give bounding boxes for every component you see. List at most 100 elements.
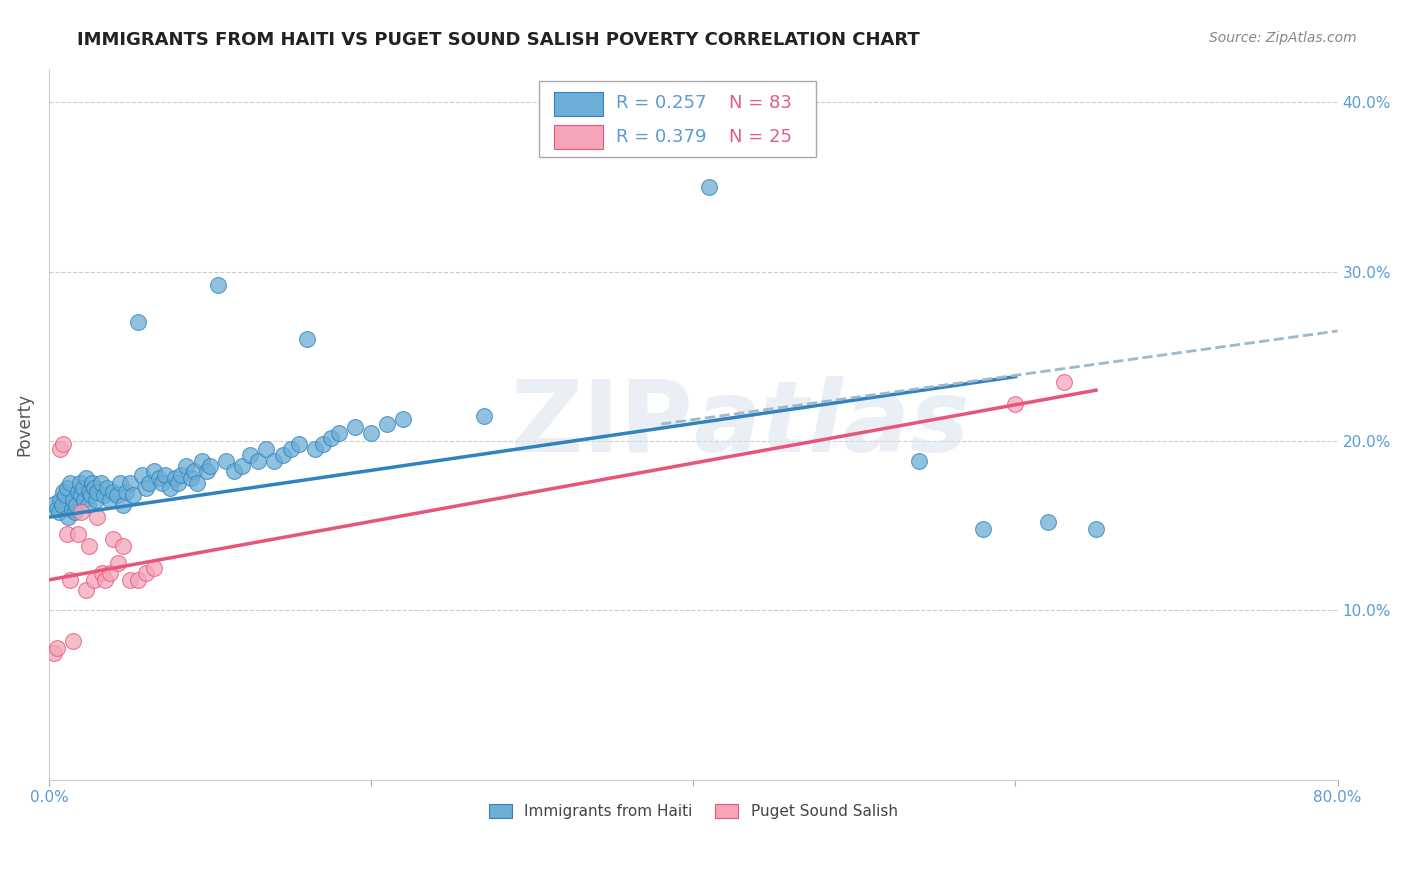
Point bbox=[52, 437, 75, 451]
Point bbox=[198, 459, 221, 474]
Point bbox=[59, 476, 82, 491]
Point bbox=[62, 633, 84, 648]
Point bbox=[183, 465, 205, 479]
Point bbox=[1053, 375, 1076, 389]
Text: R = 0.257: R = 0.257 bbox=[616, 95, 706, 112]
Point bbox=[112, 539, 135, 553]
Point bbox=[65, 499, 87, 513]
Point bbox=[191, 454, 214, 468]
Text: ZIP: ZIP bbox=[510, 376, 693, 473]
Point bbox=[1004, 397, 1026, 411]
Point bbox=[159, 482, 181, 496]
Point bbox=[66, 527, 89, 541]
Point bbox=[131, 467, 153, 482]
Point bbox=[231, 459, 253, 474]
Point bbox=[60, 501, 83, 516]
Point bbox=[118, 476, 141, 491]
Text: N = 83: N = 83 bbox=[730, 95, 792, 112]
Point bbox=[84, 493, 107, 508]
Point bbox=[53, 488, 76, 502]
Point bbox=[153, 467, 176, 482]
Point bbox=[72, 482, 94, 496]
Point bbox=[46, 640, 69, 655]
Point bbox=[75, 471, 97, 485]
Point bbox=[66, 484, 89, 499]
Legend: Immigrants from Haiti, Puget Sound Salish: Immigrants from Haiti, Puget Sound Salis… bbox=[482, 798, 904, 825]
Point bbox=[215, 454, 238, 468]
Bar bbox=[554, 92, 603, 116]
Point bbox=[360, 425, 382, 440]
Point bbox=[112, 499, 135, 513]
Y-axis label: Poverty: Poverty bbox=[15, 392, 32, 456]
FancyBboxPatch shape bbox=[538, 80, 815, 157]
Point bbox=[58, 510, 80, 524]
Point bbox=[312, 437, 335, 451]
Point bbox=[170, 467, 193, 482]
Point bbox=[42, 497, 65, 511]
Point bbox=[59, 573, 82, 587]
Point bbox=[76, 499, 98, 513]
Point bbox=[166, 476, 188, 491]
Point bbox=[80, 488, 103, 502]
Point bbox=[77, 539, 100, 553]
Point bbox=[63, 505, 86, 519]
Point bbox=[127, 316, 149, 330]
Point bbox=[142, 561, 165, 575]
Point bbox=[135, 566, 157, 580]
Point bbox=[46, 501, 69, 516]
Text: R = 0.379: R = 0.379 bbox=[616, 128, 706, 145]
Point bbox=[89, 476, 111, 491]
Point bbox=[83, 573, 105, 587]
Point bbox=[82, 476, 104, 491]
Point bbox=[49, 442, 72, 457]
Point bbox=[972, 522, 994, 536]
Point bbox=[75, 582, 97, 597]
Point bbox=[150, 476, 173, 491]
Point bbox=[180, 471, 202, 485]
Point bbox=[105, 488, 128, 502]
Point bbox=[1085, 522, 1108, 536]
Point bbox=[70, 488, 93, 502]
Point bbox=[254, 442, 277, 457]
Point bbox=[73, 493, 96, 508]
Point bbox=[280, 442, 302, 457]
Point bbox=[70, 505, 93, 519]
Point bbox=[42, 646, 65, 660]
Point bbox=[103, 484, 125, 499]
Point bbox=[224, 465, 246, 479]
Point bbox=[107, 556, 129, 570]
Point bbox=[186, 476, 208, 491]
Point bbox=[108, 476, 131, 491]
Point bbox=[52, 484, 75, 499]
Point bbox=[1036, 515, 1059, 529]
Point bbox=[69, 476, 91, 491]
Point bbox=[174, 459, 197, 474]
Point bbox=[271, 448, 294, 462]
Point bbox=[121, 488, 143, 502]
Text: N = 25: N = 25 bbox=[730, 128, 793, 145]
Point bbox=[319, 431, 342, 445]
Point bbox=[375, 417, 398, 431]
Point bbox=[344, 420, 367, 434]
Point bbox=[49, 493, 72, 508]
Point bbox=[86, 510, 108, 524]
Point bbox=[392, 412, 415, 426]
Point bbox=[115, 484, 138, 499]
Point bbox=[48, 505, 70, 519]
Point bbox=[93, 488, 115, 502]
Point bbox=[304, 442, 326, 457]
Point bbox=[138, 476, 160, 491]
Point bbox=[55, 527, 77, 541]
Point bbox=[207, 278, 229, 293]
Point bbox=[239, 448, 262, 462]
Point bbox=[472, 409, 495, 423]
Point bbox=[86, 484, 108, 499]
Point bbox=[127, 573, 149, 587]
Point bbox=[908, 454, 931, 468]
Point bbox=[55, 482, 77, 496]
Point bbox=[51, 499, 73, 513]
Point bbox=[98, 566, 121, 580]
Point bbox=[98, 493, 121, 508]
Point bbox=[118, 573, 141, 587]
Point bbox=[247, 454, 270, 468]
